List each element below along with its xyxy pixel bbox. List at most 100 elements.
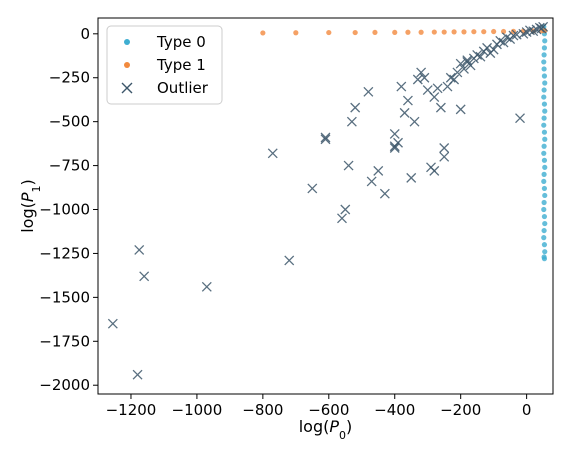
- point-outlier: [346, 116, 357, 127]
- point-outlier: [439, 151, 450, 162]
- x-tick-label: 0: [522, 401, 532, 419]
- point-type-1: [418, 29, 424, 35]
- point-type-0: [541, 115, 547, 121]
- point-type-0: [542, 249, 548, 255]
- point-type-1: [260, 30, 266, 36]
- point-type-0: [541, 66, 547, 72]
- point-outlier: [455, 104, 466, 115]
- point-outlier: [455, 58, 466, 69]
- point-outlier: [416, 67, 427, 78]
- point-outlier: [340, 204, 351, 215]
- point-outlier: [337, 213, 347, 224]
- point-outlier: [389, 129, 400, 139]
- point-outlier: [343, 160, 354, 171]
- point-outlier: [402, 95, 413, 106]
- point-outlier: [284, 255, 295, 266]
- point-type-0: [541, 157, 548, 163]
- point-type-0: [541, 94, 547, 100]
- point-outlier: [373, 165, 384, 176]
- point-outlier: [429, 165, 440, 176]
- y-tick-label: 0: [80, 25, 90, 43]
- legend-box: [106, 25, 223, 105]
- point-type-0: [541, 101, 548, 107]
- point-outlier: [439, 143, 450, 153]
- point-outlier: [396, 81, 407, 92]
- point-type-0: [542, 108, 548, 114]
- point-outlier: [412, 74, 423, 85]
- point-outlier: [393, 137, 403, 148]
- x-tick-label: −1200: [106, 401, 157, 419]
- point-outlier: [399, 107, 410, 118]
- point-type-0: [541, 256, 548, 262]
- point-type-1: [491, 28, 497, 35]
- point-type-0: [541, 122, 547, 128]
- point-outlier: [475, 51, 486, 62]
- point-type-1: [372, 29, 378, 36]
- point-type-0: [541, 171, 547, 177]
- point-outlier: [435, 102, 446, 113]
- point-outlier: [320, 132, 331, 143]
- point-outlier: [139, 271, 150, 282]
- point-type-0: [542, 136, 548, 142]
- legend-label-type-1: Type 1: [156, 56, 206, 74]
- y-tick-label: −500: [49, 113, 90, 131]
- point-type-0: [541, 242, 548, 248]
- point-type-0: [541, 143, 547, 149]
- point-type-0: [541, 235, 547, 241]
- point-outlier: [515, 113, 525, 124]
- point-type-1: [500, 28, 507, 35]
- point-type-0: [541, 206, 547, 213]
- point-type-0: [542, 80, 548, 86]
- axes-layer: −1200 −1000 −800 −600 −400 −200 00−250−500−750…: [18, 17, 554, 442]
- point-type-0: [541, 59, 547, 65]
- plot-layer: [107, 21, 549, 380]
- point-type-0: [541, 73, 548, 79]
- point-type-1: [326, 29, 332, 36]
- point-outlier: [432, 83, 443, 94]
- point-outlier: [379, 188, 390, 199]
- point-type-0: [541, 199, 547, 206]
- point-type-1: [451, 29, 457, 35]
- point-outlier: [482, 42, 493, 53]
- point-outlier: [132, 369, 143, 380]
- point-type-1: [441, 29, 447, 35]
- point-outlier: [389, 143, 400, 153]
- point-outlier: [518, 28, 529, 39]
- point-outlier: [107, 318, 118, 329]
- point-type-0: [541, 213, 548, 220]
- x-axis-label: log(P0): [299, 417, 353, 442]
- series-type-0: [541, 24, 548, 262]
- y-tick-label: −1750: [39, 332, 90, 350]
- x-tick-label: −400: [374, 401, 415, 419]
- y-tick-label: −1500: [39, 288, 90, 306]
- legend-marker-outlier: [121, 82, 133, 94]
- point-outlier: [419, 72, 430, 83]
- x-tick-label: −800: [242, 401, 283, 419]
- point-outlier: [495, 35, 506, 46]
- plot-frame: [97, 17, 554, 395]
- point-type-1: [405, 29, 411, 35]
- series-outlier: [107, 21, 549, 380]
- point-outlier: [363, 86, 374, 97]
- point-type-0: [541, 87, 547, 93]
- point-type-1: [431, 29, 437, 35]
- y-tick-label: −1250: [39, 244, 90, 262]
- point-type-0: [541, 185, 548, 192]
- point-outlier: [366, 176, 377, 187]
- point-outlier: [350, 102, 361, 113]
- x-tick-label: −600: [308, 401, 349, 419]
- point-outlier: [406, 172, 417, 183]
- point-outlier: [462, 55, 473, 66]
- point-type-1: [352, 29, 358, 36]
- point-type-0: [541, 52, 547, 58]
- legend-marker-type-1: [124, 62, 130, 68]
- series-type-1: [260, 28, 548, 36]
- y-tick-label: −750: [49, 157, 90, 175]
- point-outlier: [449, 74, 460, 85]
- point-outlier: [445, 72, 456, 83]
- point-outlier: [472, 49, 483, 60]
- point-outlier: [452, 67, 463, 78]
- point-outlier: [459, 63, 469, 74]
